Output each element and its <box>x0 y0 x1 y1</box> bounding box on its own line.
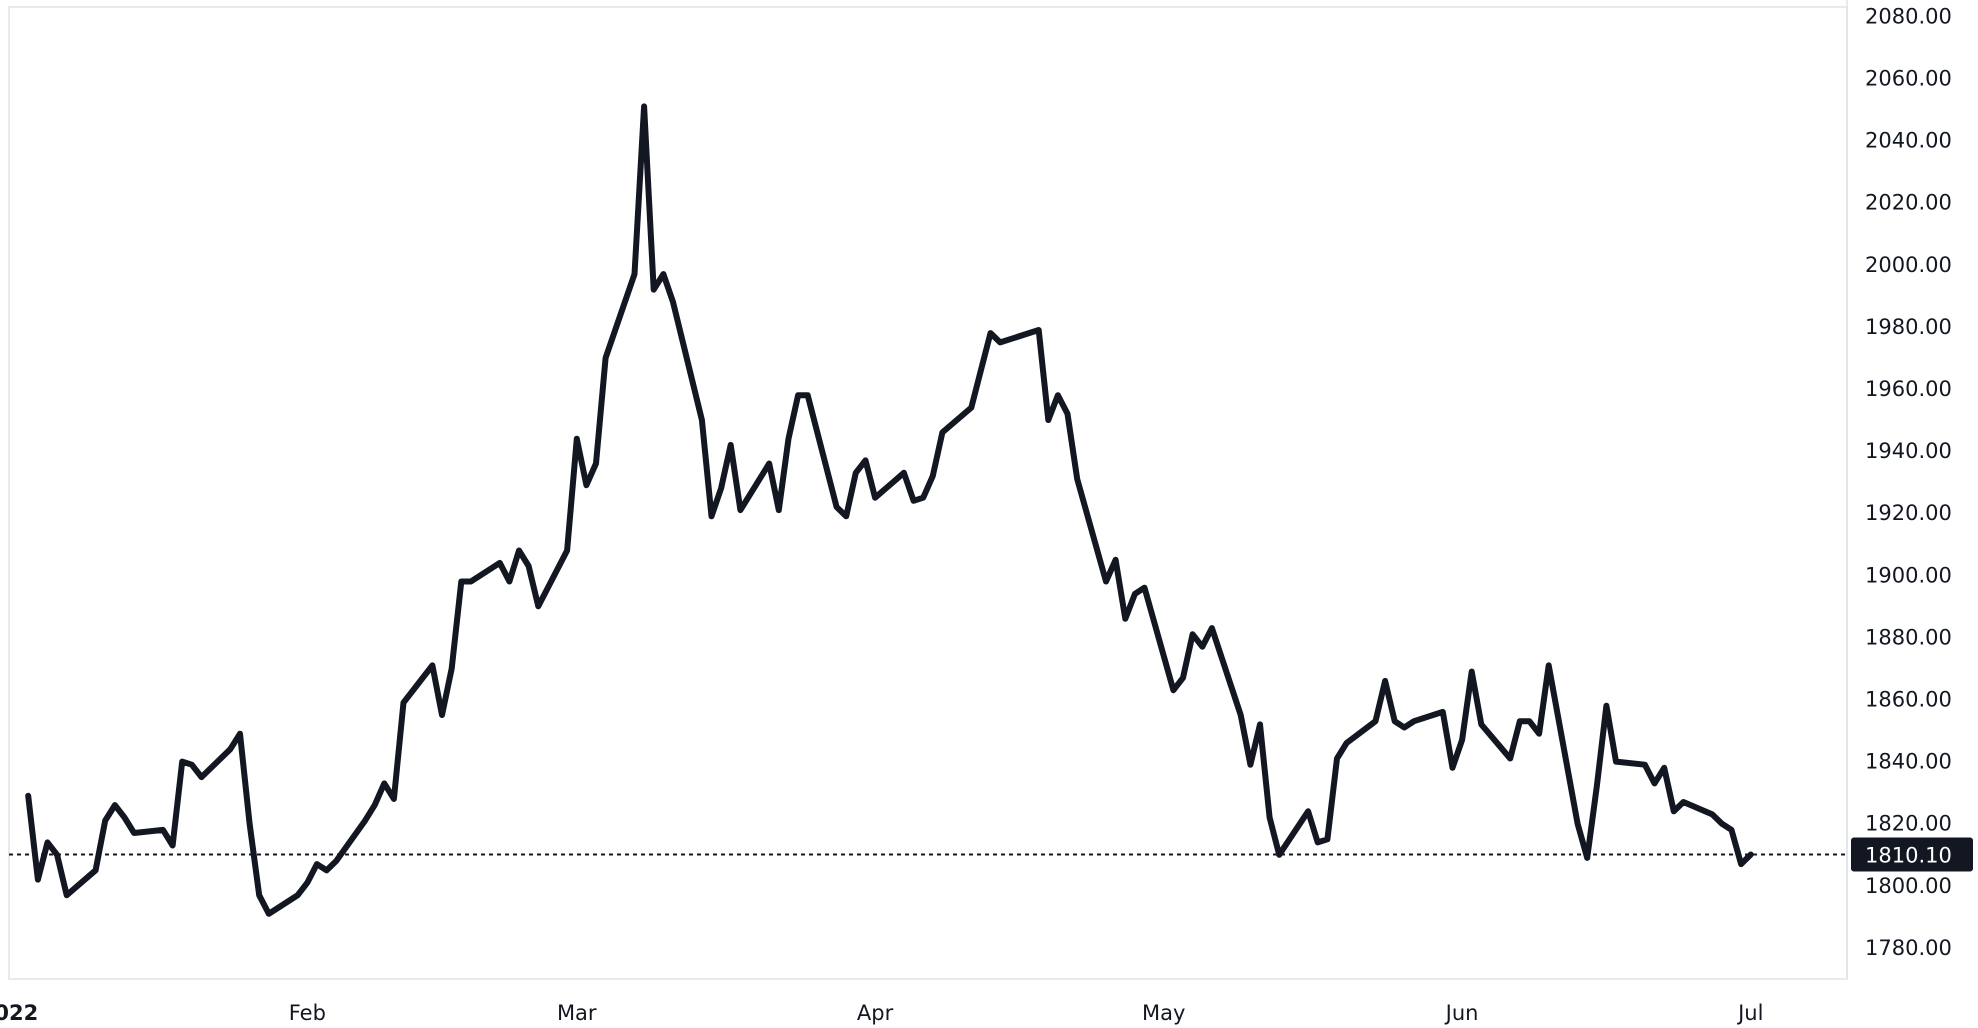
last-price-badge-bg <box>1851 837 1973 872</box>
x-tick-label: Jun <box>1444 1001 1479 1025</box>
y-tick-label: 1780.00 <box>1865 936 1952 960</box>
x-tick-label: Feb <box>289 1001 326 1025</box>
y-tick-label: 1840.00 <box>1865 750 1952 774</box>
x-tick-label: Mar <box>557 1001 597 1025</box>
x-tick-label: May <box>1142 1001 1185 1025</box>
x-axis[interactable]: 2022 Feb Mar Apr May Jun Jul <box>0 1001 1763 1025</box>
y-tick-label: 2020.00 <box>1865 191 1952 215</box>
y-tick-label: 2060.00 <box>1865 66 1952 90</box>
y-tick-label: 1860.00 <box>1865 688 1952 712</box>
x-tick-label: 2022 <box>0 1001 38 1025</box>
y-tick-label: 1900.00 <box>1865 563 1952 587</box>
x-tick-label: Apr <box>857 1001 894 1025</box>
y-axis[interactable]: 2080.00 2060.00 2040.00 2020.00 2000.00 1980.… <box>1865 4 1952 960</box>
last-price-badge: 1810.10 <box>1851 837 1973 872</box>
last-price-label: 1810.10 <box>1865 843 1952 867</box>
y-tick-label: 2040.00 <box>1865 129 1952 153</box>
y-tick-label: 1940.00 <box>1865 439 1952 463</box>
series-line <box>25 103 1754 917</box>
x-tick-label: Jul <box>1736 1001 1763 1025</box>
y-tick-label: 1920.00 <box>1865 501 1952 525</box>
y-tick-label: 1800.00 <box>1865 874 1952 898</box>
y-tick-label: 2080.00 <box>1865 4 1952 28</box>
y-tick-label: 2000.00 <box>1865 253 1952 277</box>
y-tick-label: 1980.00 <box>1865 315 1952 339</box>
y-tick-label: 1820.00 <box>1865 812 1952 836</box>
y-tick-label: 1880.00 <box>1865 625 1952 649</box>
y-tick-label: 1960.00 <box>1865 377 1952 401</box>
